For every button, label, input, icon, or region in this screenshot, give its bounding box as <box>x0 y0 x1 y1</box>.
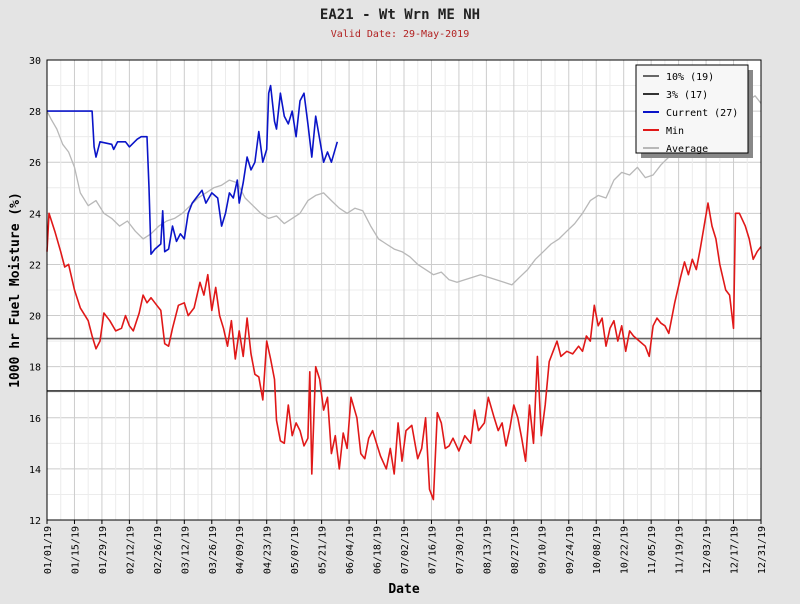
x-tick-label: 07/16/19 <box>427 526 438 574</box>
x-tick-label: 08/13/19 <box>482 526 493 574</box>
y-tick-label: 16 <box>29 414 41 425</box>
x-tick-label: 12/03/19 <box>702 526 713 574</box>
x-tick-label: 03/12/19 <box>180 526 191 574</box>
y-tick-label: 20 <box>29 312 41 323</box>
legend-label: Current (27) <box>666 108 738 119</box>
x-tick-label: 03/26/19 <box>208 526 219 574</box>
y-tick-label: 14 <box>29 465 41 476</box>
x-tick-label: 04/23/19 <box>263 526 274 574</box>
series-line <box>47 84 339 255</box>
legend-label: 10% (19) <box>666 72 714 83</box>
y-tick-label: 12 <box>29 516 41 527</box>
y-axis-label: 1000 hr Fuel Moisture (%) <box>8 192 23 388</box>
x-tick-label: 11/05/19 <box>647 526 658 574</box>
x-tick-label: 04/09/19 <box>235 526 246 574</box>
legend: 10% (19) 3% (17) Current (27) Min Average <box>635 64 753 158</box>
x-tick-label: 01/15/19 <box>70 526 81 574</box>
x-axis-label: Date <box>388 582 419 597</box>
x-axis-ticks: 01/01/19 01/15/19 01/29/19 02/12/19 02/26/19… <box>43 520 768 574</box>
data-series <box>46 84 762 501</box>
x-tick-label: 10/22/19 <box>620 526 631 574</box>
x-tick-label: 10/08/19 <box>592 526 603 574</box>
y-tick-label: 18 <box>29 363 41 374</box>
y-tick-label: 30 <box>29 56 41 67</box>
y-tick-label: 28 <box>29 107 41 118</box>
legend-label: Min <box>666 126 684 137</box>
threshold-lines <box>47 337 761 392</box>
x-tick-label: 12/17/19 <box>730 526 741 574</box>
legend-label: 3% (17) <box>666 90 708 101</box>
x-tick-label: 07/30/19 <box>455 526 466 574</box>
x-tick-label: 05/21/19 <box>318 526 329 574</box>
y-tick-label: 24 <box>29 209 41 220</box>
x-tick-label: 12/31/19 <box>757 526 768 574</box>
y-tick-label: 22 <box>29 260 41 271</box>
series-line <box>46 95 762 286</box>
x-tick-label: 08/27/19 <box>510 526 521 574</box>
legend-box <box>635 64 749 154</box>
x-tick-label: 07/02/19 <box>400 526 411 574</box>
x-tick-label: 02/12/19 <box>125 526 136 574</box>
x-tick-label: 01/01/19 <box>43 526 54 574</box>
x-tick-label: 09/10/19 <box>537 526 548 574</box>
x-tick-label: 01/29/19 <box>98 526 109 574</box>
x-tick-label: 06/04/19 <box>345 526 356 574</box>
y-tick-label: 26 <box>29 158 41 169</box>
chart-title: EA21 - Wt Wrn ME NH <box>320 7 480 23</box>
x-tick-label: 06/18/19 <box>373 526 384 574</box>
x-tick-label: 09/24/19 <box>565 526 576 574</box>
series-line <box>46 202 762 501</box>
legend-label: Average <box>666 144 708 155</box>
x-tick-label: 05/07/19 <box>290 526 301 574</box>
x-tick-label: 02/26/19 <box>153 526 164 574</box>
x-tick-label: 11/19/19 <box>675 526 686 574</box>
y-axis-ticks: 12 14 16 18 20 22 24 26 28 30 <box>29 56 41 527</box>
chart-subtitle: Valid Date: 29-May-2019 <box>331 29 469 40</box>
